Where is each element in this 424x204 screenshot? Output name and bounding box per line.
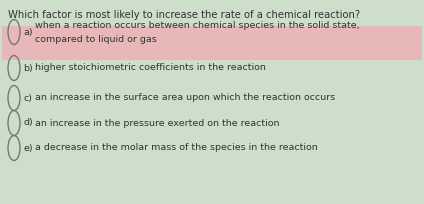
Bar xyxy=(2,26,422,60)
Text: a): a) xyxy=(23,28,33,37)
Text: e): e) xyxy=(23,143,33,153)
Text: Which factor is most likely to increase the rate of a chemical reaction?: Which factor is most likely to increase … xyxy=(8,10,360,20)
Text: higher stoichiometric coefficients in the reaction: higher stoichiometric coefficients in th… xyxy=(35,63,266,72)
Text: c): c) xyxy=(23,93,32,102)
Text: b): b) xyxy=(23,63,33,72)
Text: d): d) xyxy=(23,119,33,128)
Text: a decrease in the molar mass of the species in the reaction: a decrease in the molar mass of the spec… xyxy=(35,143,318,153)
Text: when a reaction occurs between chemical species in the solid state,: when a reaction occurs between chemical … xyxy=(35,20,360,30)
Text: an increase in the surface area upon which the reaction occurs: an increase in the surface area upon whi… xyxy=(35,93,335,102)
Text: compared to liquid or gas: compared to liquid or gas xyxy=(35,34,157,43)
Text: an increase in the pressure exerted on the reaction: an increase in the pressure exerted on t… xyxy=(35,119,279,128)
